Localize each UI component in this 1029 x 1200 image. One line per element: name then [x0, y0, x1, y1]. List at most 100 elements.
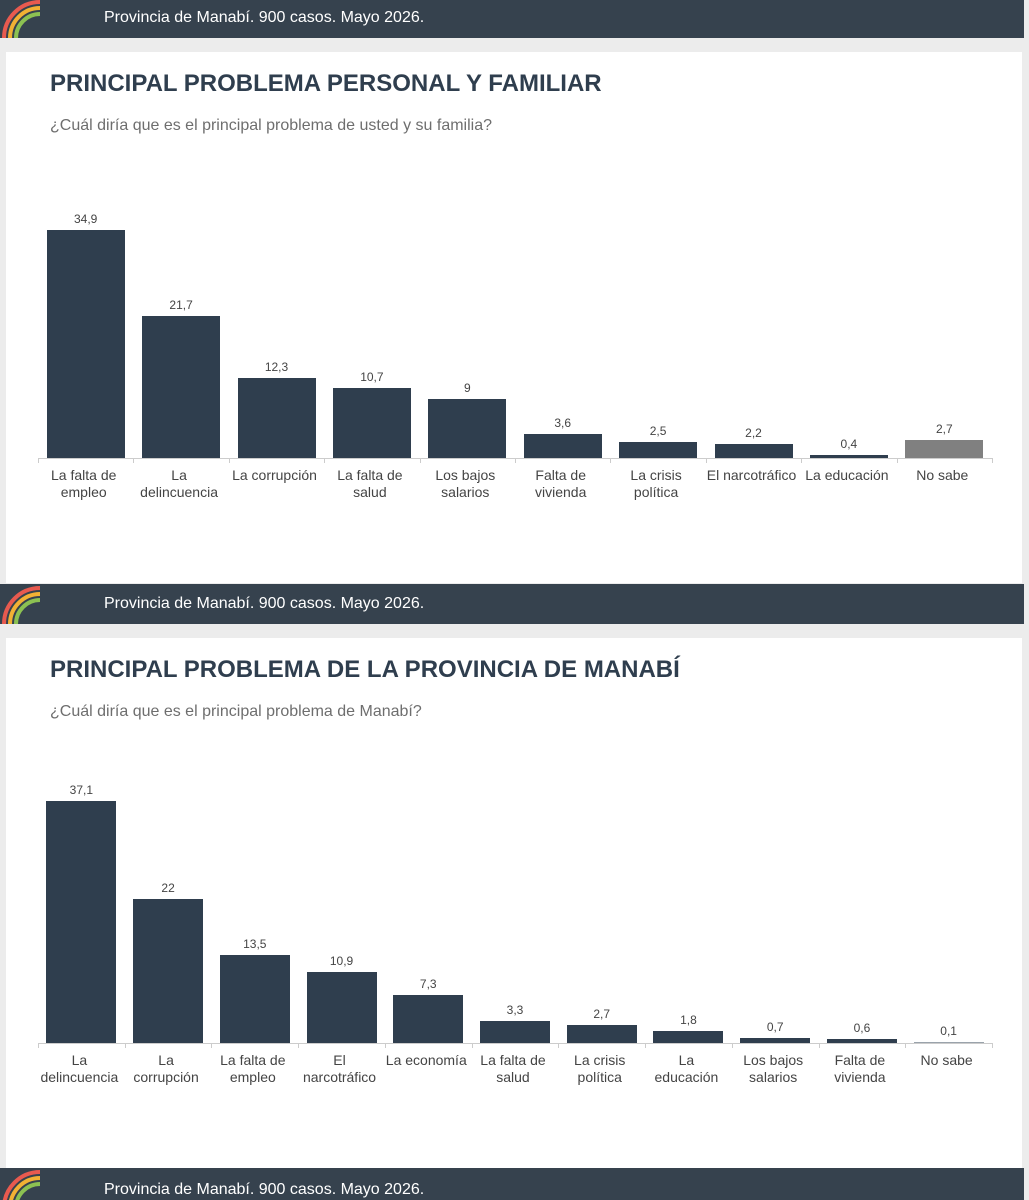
value-label: 3,3 [506, 1003, 524, 1018]
x-tick-label: La delincuencia [140, 467, 218, 500]
bar [619, 441, 698, 458]
bar [133, 899, 204, 1043]
x-tick-label: Falta de vivienda [834, 1052, 886, 1085]
axis-tick [558, 1043, 560, 1048]
x-tick-label: No sabe [920, 1052, 973, 1068]
banner: Provincia de Manabí. 900 casos. Mayo 202… [0, 584, 1024, 624]
chart-subtitle: ¿Cuál diría que es el principal problema… [50, 703, 422, 720]
axis-tick [992, 458, 993, 463]
value-label: 1,8 [680, 1013, 697, 1028]
logo [2, 1170, 41, 1200]
bar [523, 434, 602, 458]
x-tick-label: La falta de empleo [51, 467, 117, 500]
bar [826, 1039, 897, 1043]
value-label: 13,5 [243, 936, 267, 951]
x-tick-label: No sabe [916, 467, 969, 483]
value-label: 10,7 [360, 370, 384, 385]
bar [46, 800, 117, 1043]
axis-line [38, 1043, 992, 1044]
x-tick-label: La crisis política [630, 467, 682, 500]
banner: Provincia de Manabí. 900 casos. Mayo 202… [0, 1168, 1024, 1200]
axis-tick [133, 458, 135, 463]
bar [306, 971, 377, 1043]
axis-tick [38, 458, 39, 463]
value-label: 37,1 [69, 782, 94, 797]
axis-tick [731, 1043, 733, 1048]
bar [913, 1042, 984, 1043]
axis-tick [801, 458, 803, 463]
bar [714, 443, 793, 458]
value-label: 9 [463, 381, 471, 396]
value-label: 10,9 [329, 953, 354, 968]
x-tick-label: La corrupción [133, 1052, 199, 1085]
axis-tick [384, 1043, 386, 1048]
bar [428, 399, 507, 458]
bar [142, 316, 221, 458]
bar [237, 377, 316, 458]
axis-tick [471, 1043, 473, 1048]
axis-tick [228, 458, 230, 463]
value-label: 2,7 [935, 422, 953, 437]
bar [332, 388, 411, 458]
axis-tick [896, 458, 898, 463]
banner-text: Provincia de Manabí. 900 casos. Mayo 202… [104, 9, 425, 26]
chart-title: PRINCIPAL PROBLEMA PERSONAL Y FAMILIAR [50, 70, 602, 97]
value-label: 0,4 [840, 437, 858, 452]
x-tick-label: Los bajos salarios [435, 467, 496, 500]
axis-tick [818, 1043, 820, 1048]
x-tick-label: El narcotráfico [706, 467, 797, 483]
x-tick-label: La delincuencia [40, 1052, 119, 1085]
banner-text: Provincia de Manabí. 900 casos. Mayo 202… [104, 595, 425, 612]
axis-tick [515, 458, 516, 463]
x-tick-label: La corrupción [232, 467, 317, 483]
value-label: 2,2 [745, 425, 762, 440]
logo [2, 586, 41, 624]
x-tick-label: El narcotráfico [302, 1052, 377, 1085]
chart-subtitle: ¿Cuál diría que es el principal problema… [50, 117, 493, 134]
banner-text: Provincia de Manabí. 900 casos. Mayo 202… [104, 1181, 425, 1198]
x-tick-label: La crisis política [574, 1052, 626, 1085]
value-label: 34,9 [74, 212, 98, 227]
value-label: 22 [161, 881, 175, 896]
x-tick-label: La educación [805, 467, 889, 483]
axis-tick [905, 1043, 907, 1048]
x-tick-label: La falta de salud [337, 467, 403, 500]
value-label: 2,7 [593, 1007, 611, 1022]
x-tick-label: La educación [654, 1052, 719, 1085]
bar [566, 1025, 637, 1043]
banner: Provincia de Manabí. 900 casos. Mayo 202… [0, 0, 1024, 38]
value-label: 0,1 [940, 1024, 957, 1039]
x-tick-label: La economía [385, 1052, 467, 1068]
value-label: 12,3 [264, 359, 289, 374]
axis-tick [298, 1043, 300, 1048]
bar [905, 440, 984, 458]
bar [653, 1031, 724, 1043]
axis-tick [705, 458, 707, 463]
axis-tick [324, 458, 326, 463]
axis-tick [38, 1043, 39, 1048]
x-tick-label: Los bajos salarios [743, 1052, 804, 1085]
value-label: 21,7 [169, 298, 193, 313]
axis-tick [610, 458, 612, 463]
axis-tick [124, 1043, 126, 1048]
x-tick-label: La falta de empleo [220, 1052, 286, 1085]
bar [393, 995, 464, 1043]
bar [740, 1038, 811, 1043]
value-label: 0,6 [853, 1021, 871, 1036]
logo [2, 0, 41, 38]
value-label: 0,7 [766, 1020, 784, 1035]
x-tick-label: Falta de vivienda [535, 467, 587, 500]
bar [480, 1021, 550, 1043]
axis-tick [419, 458, 421, 463]
axis-tick [645, 1043, 647, 1048]
bar [809, 455, 888, 458]
axis-tick [211, 1043, 213, 1048]
axis-tick [992, 1043, 993, 1048]
bar [46, 230, 125, 458]
value-label: 2,5 [649, 423, 667, 438]
bar [219, 954, 290, 1043]
chart-title: PRINCIPAL PROBLEMA DE LA PROVINCIA DE MA… [50, 656, 680, 683]
x-tick-label: La falta de salud [480, 1052, 546, 1085]
value-label: 3,6 [554, 416, 572, 431]
